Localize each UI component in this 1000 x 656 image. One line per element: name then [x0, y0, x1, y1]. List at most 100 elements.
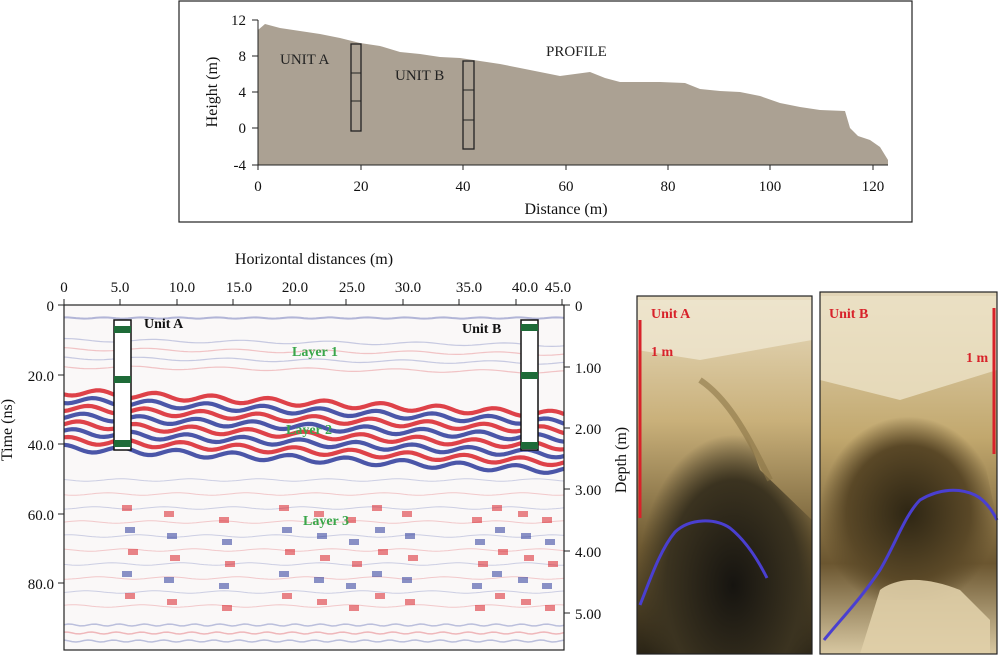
gpr-depth-tick: 1.00	[575, 361, 601, 377]
profile-x-tick: 80	[661, 179, 676, 195]
scatter-mark	[279, 571, 289, 577]
scatter-mark	[542, 583, 552, 589]
reflection-band	[64, 365, 564, 374]
profile-x-tick: 100	[759, 179, 782, 195]
profile-y-tick: 4	[239, 85, 247, 101]
gpr-depth-axis-title: Depth (m)	[613, 427, 630, 493]
scatter-mark	[375, 593, 385, 599]
reflection-band	[64, 442, 564, 475]
scatter-mark	[346, 517, 356, 523]
photo-unit-b-label: Unit B	[829, 307, 868, 322]
gpr-time-tick: 0	[47, 299, 55, 315]
reflection-band	[64, 347, 564, 356]
scatter-mark	[405, 533, 415, 539]
scatter-mark	[498, 549, 508, 555]
scatter-mark	[167, 533, 177, 539]
scatter-mark	[548, 561, 558, 567]
cavity-outline-unit-b	[822, 488, 999, 641]
profile-unit-a-column	[350, 43, 362, 132]
scatter-mark	[378, 549, 388, 555]
scatter-mark	[372, 571, 382, 577]
scatter-mark	[167, 599, 177, 605]
scatter-mark	[521, 599, 531, 605]
scatter-mark	[495, 593, 505, 599]
gpr-x-tick: 45.0	[545, 280, 571, 296]
gpr-unit-b-column	[520, 319, 539, 451]
profile-x-axis-title: Distance (m)	[524, 201, 607, 218]
gpr-time-ticks: 0 20.0 40.0 60.0 80.0	[28, 299, 64, 593]
scatter-mark	[285, 549, 295, 555]
reflection-band	[64, 403, 564, 436]
gpr-top-ticks: 0 5.0 10.0 15.0 20.0 25.0 30.0 35.0 40.0…	[60, 280, 571, 305]
reflection-band	[64, 388, 564, 419]
scatter-mark	[518, 511, 528, 517]
gpr-x-tick: 10.0	[169, 280, 195, 296]
scatter-mark	[472, 583, 482, 589]
reflection-band	[64, 316, 564, 320]
gpr-frame	[63, 304, 565, 651]
reflection-band	[64, 337, 564, 348]
scatter-mark	[408, 555, 418, 561]
profile-y-tick: 0	[239, 121, 247, 137]
profile-x-tick: 120	[862, 179, 885, 195]
gpr-background	[64, 305, 564, 650]
scatter-mark	[478, 561, 488, 567]
gpr-time-axis-title: Time (ns)	[0, 399, 16, 461]
scatter-mark	[122, 571, 132, 577]
gpr-x-tick: 30.0	[395, 280, 421, 296]
scatter-mark	[314, 577, 324, 583]
scatter-mark	[475, 605, 485, 611]
gpr-depth-ticks: 0 1.00 2.00 3.00 4.00 5.00	[564, 299, 601, 623]
reflection-band	[64, 395, 564, 426]
scatter-mark	[170, 555, 180, 561]
scatter-mark	[219, 517, 229, 523]
gpr-x-tick: 5.0	[111, 280, 130, 296]
profile-unit-b-label: UNIT B	[395, 68, 444, 84]
gpr-time-tick: 60.0	[28, 508, 54, 524]
profile-x-tick: 40	[456, 179, 471, 195]
terrain-profile-panel: UNIT A UNIT B PROFILE 12 8 4 0 -4 0 20 4…	[178, 0, 913, 223]
profile-x-tick: 20	[354, 179, 369, 195]
layer-1-label: Layer 1	[292, 345, 338, 360]
reflection-band	[64, 434, 564, 468]
terrain-fill	[258, 24, 888, 165]
reflection-band	[64, 631, 564, 635]
scatter-mark	[222, 539, 232, 545]
reflection-band	[64, 506, 564, 510]
scatter-mark	[320, 555, 330, 561]
gpr-time-tick: 20.0	[28, 369, 54, 385]
reflection-band	[64, 623, 564, 627]
gpr-x-tick: 35.0	[456, 280, 482, 296]
profile-unit-a-label: UNIT A	[280, 52, 329, 68]
photo-unit-b: Unit B 1 m	[819, 291, 999, 655]
scatter-mark	[492, 571, 502, 577]
reflection-band	[64, 590, 564, 594]
gpr-depth-tick: 0	[575, 299, 583, 315]
reflection-band	[64, 492, 564, 496]
scatter-mark	[495, 527, 505, 533]
profile-y-axis-title: Height (m)	[204, 57, 221, 128]
profile-y-tick: 8	[239, 49, 247, 65]
reflection-band	[64, 534, 564, 538]
photo-unit-a: Unit A 1 m	[636, 295, 813, 655]
scatter-mark	[521, 533, 531, 539]
scatter-mark	[164, 577, 174, 583]
scatter-mark	[402, 577, 412, 583]
gpr-x-tick: 0	[60, 280, 68, 296]
gpr-depth-tick: 4.00	[575, 545, 601, 561]
photo-unit-b-scale: 1 m	[966, 351, 989, 366]
reflection-band	[64, 419, 564, 452]
profile-x-ticks: 0 20 40 60 80 100 120	[254, 165, 884, 195]
gpr-top-axis-title: Horizontal distances (m)	[235, 251, 393, 268]
scatter-mark	[222, 605, 232, 611]
scatter-mark	[349, 539, 359, 545]
reflection-band	[64, 356, 564, 365]
profile-x-tick: 0	[254, 179, 262, 195]
profile-y-ticks: 12 8 4 0 -4	[231, 13, 258, 174]
scatter-mark	[125, 593, 135, 599]
reflection-band	[64, 548, 564, 552]
scatter-mark	[282, 593, 292, 599]
scatter-mark	[349, 605, 359, 611]
scatter-mark	[225, 561, 235, 567]
